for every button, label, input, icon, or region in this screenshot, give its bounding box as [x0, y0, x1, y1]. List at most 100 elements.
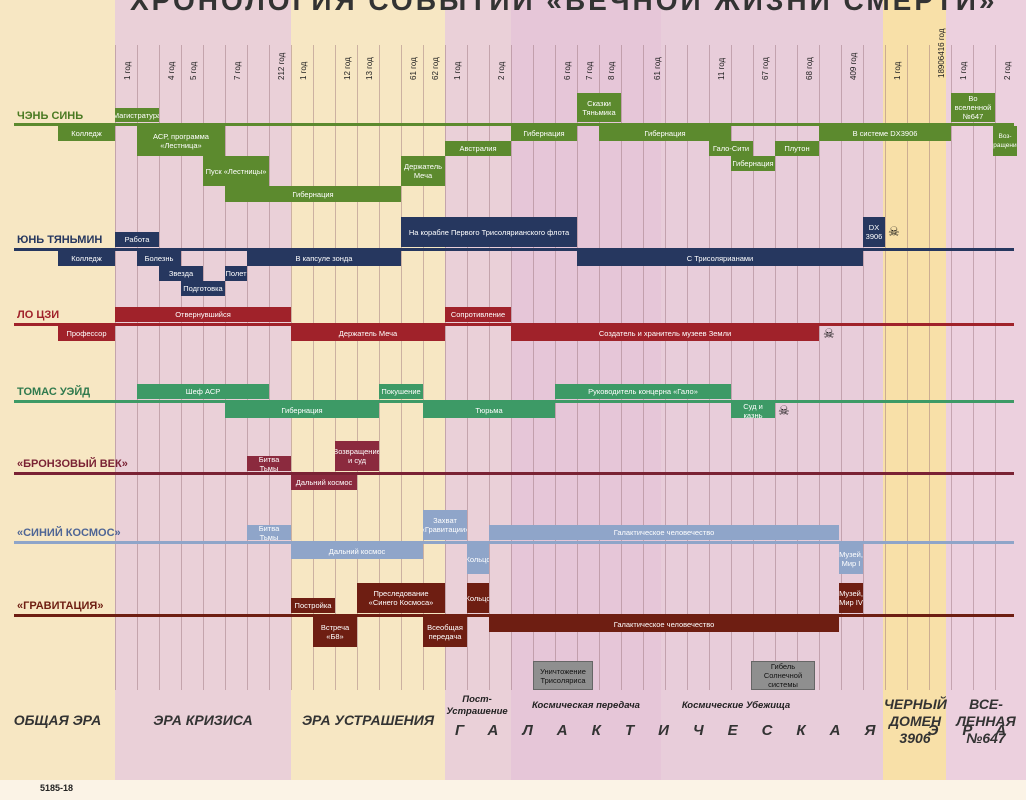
event-box: Музей, Мир I [839, 544, 863, 574]
event-box: Колледж [58, 126, 115, 141]
year-tick: 4 год [167, 61, 176, 80]
event-box: На корабле Первого Трисолярианского флот… [401, 217, 577, 247]
era-label-crisis: ЭРА КРИЗИСА [153, 712, 253, 728]
event-box: Подготовка [181, 281, 225, 296]
event-box: Отвернувшийся [115, 307, 291, 322]
event-box: Полет [225, 266, 247, 281]
event-box: Кольцо [467, 544, 489, 574]
event-box: Возвращение и суд [335, 441, 379, 471]
event-box: Встреча «Б8» [313, 617, 357, 647]
event-box: Гибернация [225, 403, 379, 418]
event-box: Держатель Меча [401, 156, 445, 186]
bottom-strip [0, 780, 1026, 800]
era-label-galactic: ГАЛАКТИЧЕСКАЯ ЭРА [455, 722, 1026, 739]
event-box: Сказки Тяньмика [577, 93, 621, 122]
era-label-deterrence: ЭРА УСТРАШЕНИЯ [301, 712, 435, 728]
row-name-wade: ТОМАС УЭЙД [17, 386, 91, 398]
year-tick: 1 год [893, 61, 902, 80]
event-box: Кольцо [467, 583, 489, 613]
skull-icon: ☠ [823, 326, 835, 341]
year-tick: 7 год [233, 61, 242, 80]
event-box: Галактическое человечество [489, 617, 839, 632]
row-line-bronze [14, 472, 1014, 475]
year-tick: 13 год [365, 57, 374, 80]
event-box: Захват «Гравитации» [423, 510, 467, 540]
row-name-blue: «СИНИЙ КОСМОС» [17, 527, 121, 539]
event-box: Гибернация [511, 126, 577, 141]
row-name-grav: «ГРАВИТАЦИЯ» [17, 600, 104, 612]
event-box: Колледж [58, 251, 115, 266]
event-box-gray: Уничтожение Трисоляриса [533, 661, 593, 690]
event-box: Дальний космос [291, 475, 357, 490]
event-box: Профессор [58, 326, 115, 341]
event-box: Постройка [291, 598, 335, 613]
event-box: Во вселенной №647 [951, 93, 995, 122]
year-tick: 18906416 год [937, 28, 946, 79]
year-tick: 1 год [299, 61, 308, 80]
event-box: Преследование «Синего Космоса» [357, 583, 445, 613]
event-box: Болезнь [137, 251, 181, 266]
row-name-cheng: ЧЭНЬ СИНЬ [17, 110, 84, 122]
event-box: Галактическое человечество [489, 525, 839, 540]
era-band-domain [883, 0, 946, 780]
event-box: Гибернация [225, 186, 401, 202]
event-box: Битва Тьмы [247, 525, 291, 540]
year-tick: 67 год [761, 57, 770, 80]
event-box: В системе DX3906 [819, 126, 951, 141]
year-tick: 212 год [277, 52, 286, 80]
event-box: Гибернация [731, 156, 775, 171]
event-box: Создатель и хранитель музеев Земли [511, 326, 819, 341]
event-box: Гало-Сити [709, 141, 753, 156]
page-code: 5185-18 [40, 783, 74, 793]
row-line-grav [14, 614, 1014, 617]
year-tick: 5 год [189, 61, 198, 80]
row-line-luo [14, 323, 1014, 326]
year-tick: 1 год [123, 61, 132, 80]
year-tick: 1 год [453, 61, 462, 80]
event-box: Дальний космос [291, 544, 423, 559]
year-tick: 62 год [431, 57, 440, 80]
year-tick: 12 год [343, 57, 352, 80]
era-label-universe: ВСЕ-ЛЕННАЯ №647 [956, 696, 1016, 746]
year-tick: 8 год [607, 61, 616, 80]
event-box: Битва Тьмы [247, 456, 291, 471]
year-tick: 68 год [805, 57, 814, 80]
event-box: Суд и казнь [731, 403, 775, 418]
event-box: Пуск «Лестницы» [203, 156, 269, 186]
era-label-bunker: Космические Убежища [681, 700, 791, 711]
year-tick: 2 год [497, 61, 506, 80]
event-box: Всеобщая передача [423, 617, 467, 647]
year-tick: 11 год [717, 57, 726, 80]
year-tick: 2 год [1003, 61, 1012, 80]
row-line-wade [14, 400, 1014, 403]
event-box: Музей, Мир IV [839, 583, 863, 613]
event-box: DX 3906 [863, 217, 885, 247]
event-box: В капсуле зонда [247, 251, 401, 266]
event-box: Шеф АСР [137, 384, 269, 399]
event-box: Покушение [379, 384, 423, 399]
row-name-luo: ЛО ЦЗИ [17, 309, 60, 321]
row-line-blue [14, 541, 1014, 544]
skull-icon: ☠ [888, 224, 900, 239]
era-label-post: Пост-Устрашение [446, 694, 508, 717]
row-line-yun [14, 248, 1014, 251]
page-title: ХРОНОЛОГИЯ СОБЫТИЙ «ВЕЧНОЙ ЖИЗНИ СМЕРТИ» [130, 0, 998, 16]
year-tick: 6 год [563, 61, 572, 80]
event-box: Австралия [445, 141, 511, 156]
era-label-broadcast: Космическая передача [532, 700, 640, 711]
event-box: Сопротивление [445, 307, 511, 322]
event-box: Магистратура [115, 108, 159, 122]
event-box: С Трисолярианами [577, 251, 863, 266]
event-box: Руководитель концерна «Гало» [555, 384, 731, 399]
event-box: Гибернация [599, 126, 731, 141]
event-box: Тюрьма [423, 403, 555, 418]
year-tick: 61 год [653, 57, 662, 80]
event-box: Звезда [159, 266, 203, 281]
era-band-post [445, 0, 511, 780]
event-box: АСР, программа «Лестница» [137, 126, 225, 156]
event-box: Плутон [775, 141, 819, 156]
year-tick: 409 год [849, 52, 858, 80]
era-label-domain: ЧЕРНЫЙ ДОМЕН 3906 [884, 696, 947, 746]
row-name-yun: ЮНЬ ТЯНЬМИН [17, 234, 103, 246]
